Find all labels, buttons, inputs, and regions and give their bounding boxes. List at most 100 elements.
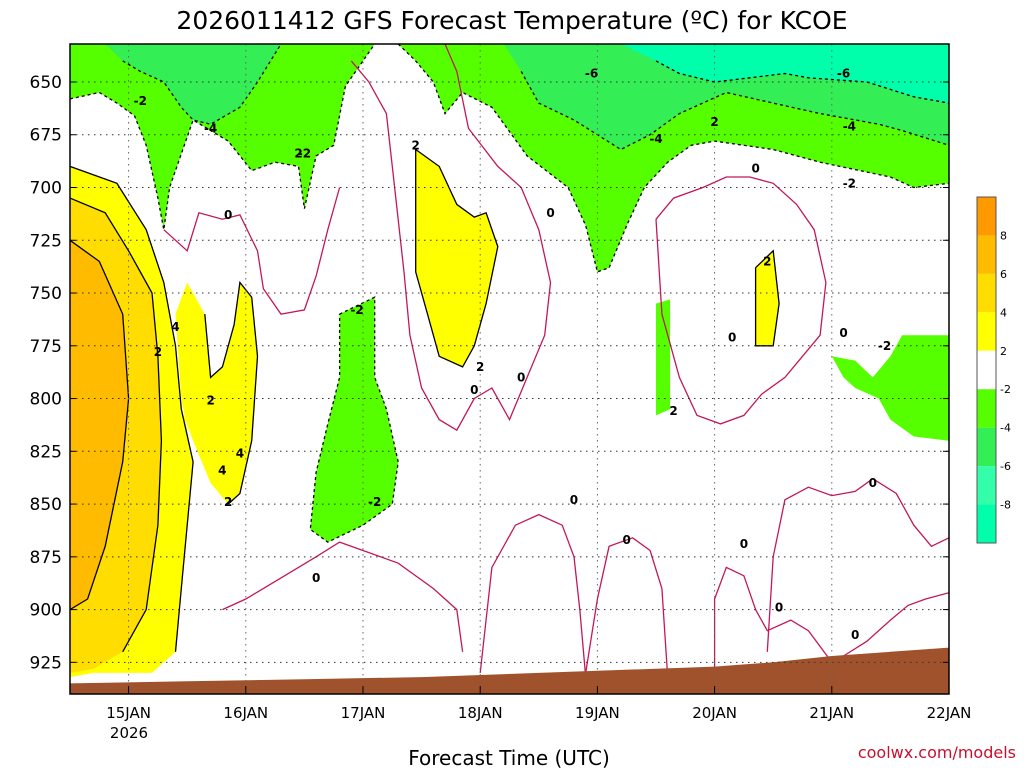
contour-label-22: 4 bbox=[218, 463, 226, 477]
contour-label-28: 0 bbox=[470, 383, 478, 397]
contour-label-7: -2 bbox=[843, 176, 856, 190]
colorbar-bin-5 bbox=[977, 389, 996, 428]
x-tick-label-2: 17JAN bbox=[341, 704, 386, 722]
contour-label-34: 0 bbox=[851, 628, 859, 642]
contour-label-23: 0 bbox=[224, 208, 232, 222]
region-cold-sliver-day5 bbox=[656, 299, 671, 416]
contour-label-30: 0 bbox=[570, 493, 578, 507]
y-tick-label-10: 900 bbox=[30, 601, 62, 621]
contour-line-16 bbox=[204, 280, 259, 505]
contour-label-35: 0 bbox=[869, 476, 877, 490]
contour-line-7 bbox=[350, 44, 552, 432]
contour-line-9 bbox=[222, 541, 464, 652]
contour-line-10 bbox=[479, 513, 587, 678]
contour-label-27: 0 bbox=[839, 326, 847, 340]
region-warm-bubble-day6 bbox=[755, 250, 780, 346]
colorbar-bin-7 bbox=[977, 466, 996, 505]
colorbar-bin-3 bbox=[977, 312, 996, 351]
contour-label-0: -2 bbox=[134, 94, 147, 108]
contour-label-29: 0 bbox=[517, 370, 525, 384]
y-tick-label-9: 875 bbox=[30, 548, 62, 568]
colorbar-bin-6 bbox=[977, 427, 996, 467]
contour-label-9: -2 bbox=[368, 495, 381, 509]
region-cold-mid-column bbox=[310, 297, 399, 543]
contour-line-14 bbox=[766, 477, 949, 652]
contour-line-18 bbox=[754, 249, 780, 347]
y-tick-label-5: 775 bbox=[30, 337, 62, 357]
contour-label-10: -2 bbox=[878, 339, 891, 353]
x-axis-label: Forecast Time (UTC) bbox=[408, 746, 610, 768]
x-year-label: 2026 bbox=[110, 724, 148, 742]
contour-label-31: 0 bbox=[623, 533, 631, 547]
y-tick-label-7: 825 bbox=[30, 442, 62, 462]
y-tick-label-11: 925 bbox=[30, 653, 62, 673]
colorbar-frame bbox=[976, 196, 997, 544]
contour-line-0 bbox=[70, 44, 376, 230]
region-coldest-top bbox=[620, 44, 949, 104]
contour-label-16: 2 bbox=[476, 360, 484, 374]
region-colder-top-1 bbox=[105, 44, 281, 125]
x-tick-label-7: 22JAN bbox=[927, 704, 972, 722]
colorbar-bin-4 bbox=[977, 350, 996, 390]
contour-line-12 bbox=[713, 566, 833, 673]
region-cold-patch-right bbox=[831, 335, 949, 441]
contour-label-25: 0 bbox=[751, 162, 759, 176]
colorbar-label-1: 6 bbox=[1000, 268, 1007, 281]
colorbar-bin-2 bbox=[977, 273, 996, 313]
colorbar: 8 6 4 2 -2 -4 -6 -8 bbox=[976, 196, 1011, 544]
credit-link[interactable]: coolwx.com/models bbox=[858, 743, 1016, 762]
contour-label-21: 4 bbox=[236, 446, 244, 460]
contour-label-26: 0 bbox=[728, 330, 736, 344]
contour-label-3: -6 bbox=[585, 67, 598, 81]
colorbar-label-6: -6 bbox=[1000, 460, 1011, 473]
x-tick-label-6: 21JAN bbox=[809, 704, 854, 722]
colorbar-label-4: -2 bbox=[1000, 383, 1011, 396]
contour-label-15: 2 bbox=[763, 254, 771, 268]
contour-line-6 bbox=[163, 187, 341, 315]
y-tick-label-8: 850 bbox=[30, 495, 62, 515]
contour-label-36: 0 bbox=[312, 571, 320, 585]
colorbar-bin-0 bbox=[977, 197, 996, 236]
contour-label-5: -4 bbox=[649, 132, 662, 146]
contour-line-19 bbox=[70, 197, 163, 653]
contour-label-17: 2 bbox=[154, 345, 162, 359]
contour-label-18: 2 bbox=[206, 394, 214, 408]
x-tick-label-1: 16JAN bbox=[223, 704, 268, 722]
region-cold-upper-band bbox=[70, 44, 949, 272]
contour-label-20: 4 bbox=[171, 320, 179, 334]
contour-label-6: -4 bbox=[843, 119, 856, 133]
y-tick-label-1: 675 bbox=[30, 126, 62, 146]
y-tick-label-4: 750 bbox=[30, 284, 62, 304]
colorbar-bin-8 bbox=[977, 504, 996, 543]
contour-label-11: 2 bbox=[669, 404, 677, 418]
contour-line-17 bbox=[415, 148, 499, 368]
colorbar-label-7: -8 bbox=[1000, 499, 1011, 512]
region-warm-bubble-day3 bbox=[415, 149, 498, 367]
contour-label-33: 0 bbox=[775, 600, 783, 614]
contour-label-4: -6 bbox=[837, 67, 850, 81]
colorbar-bin-1 bbox=[977, 235, 996, 274]
x-tick-label-3: 18JAN bbox=[458, 704, 503, 722]
contour-line-20 bbox=[70, 239, 130, 611]
colorbar-label-0: 8 bbox=[1000, 229, 1007, 242]
contour-line-13 bbox=[843, 592, 949, 657]
contour-label-32: 0 bbox=[740, 537, 748, 551]
contour-label-19: 2 bbox=[224, 495, 232, 509]
plot-frame bbox=[69, 43, 950, 695]
contour-label-14: 2 bbox=[710, 115, 718, 129]
contour-line-3 bbox=[520, 71, 949, 151]
x-tick-label-5: 20JAN bbox=[692, 704, 737, 722]
contour-label-13: 2 bbox=[294, 147, 302, 161]
region-warmest-lower-left bbox=[70, 240, 129, 610]
y-tick-label-6: 800 bbox=[30, 390, 62, 410]
colorbar-label-5: -4 bbox=[1000, 422, 1011, 435]
x-tick-label-4: 19JAN bbox=[575, 704, 620, 722]
y-tick-label-0: 650 bbox=[30, 73, 62, 93]
contour-line-2 bbox=[397, 44, 949, 273]
chart-title: 2026011412 GFS Forecast Temperature (ºC)… bbox=[176, 6, 847, 35]
colorbar-label-3: 2 bbox=[1000, 345, 1007, 358]
y-tick-label-3: 725 bbox=[30, 231, 62, 251]
contour-line-11 bbox=[585, 537, 669, 678]
contour-label-2: -2 bbox=[298, 147, 311, 161]
